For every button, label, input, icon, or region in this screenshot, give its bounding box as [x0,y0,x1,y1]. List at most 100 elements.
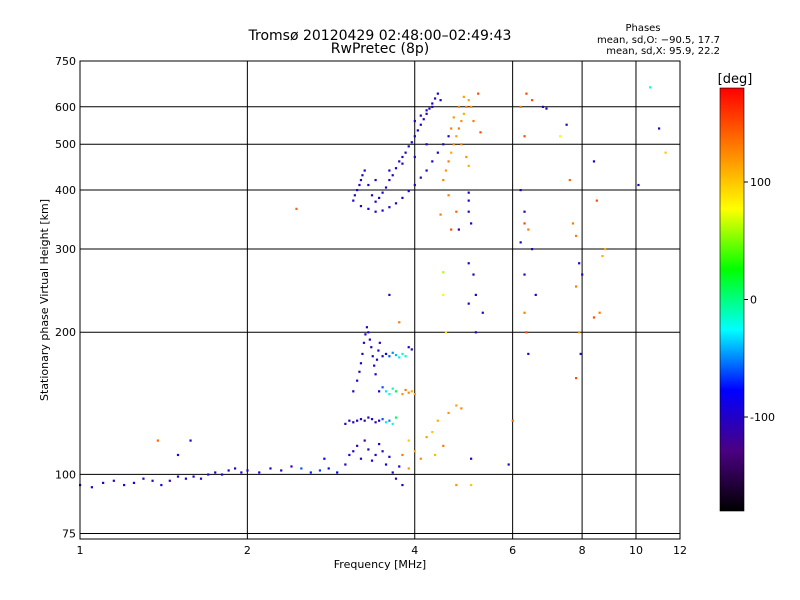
data-point [388,419,391,422]
data-point [470,105,473,108]
data-point [132,481,136,485]
data-point [359,204,363,208]
colorbar-label: [deg] [718,72,753,87]
data-point [447,135,450,138]
data-point [527,352,530,356]
plot-area [79,60,681,540]
data-point [398,321,401,324]
colorbar-tick-label: 0 [750,294,757,307]
data-point [462,95,465,98]
data-point [534,293,537,296]
data-point [523,222,526,225]
data-point [407,190,410,193]
data-point [447,194,450,197]
data-point [467,99,470,102]
data-point [450,228,453,231]
data-point [401,155,404,159]
data-point [649,86,652,89]
data-point [474,331,477,334]
y-tick-label: 100 [55,468,76,481]
data-point [571,222,575,225]
data-point [413,450,416,453]
data-point [558,135,562,138]
data-point [353,194,356,197]
data-point [373,364,376,367]
data-point [457,127,460,130]
data-point [388,455,391,458]
data-point [381,191,384,194]
data-point [442,444,445,447]
stats-line-o: mean, sd,O: −90.5, 17.7 [597,35,720,46]
y-axis-label: Stationary phase Virtual Height [km] [38,199,51,401]
data-point [388,169,391,172]
data-point [470,222,473,225]
data-point [457,228,460,231]
data-point [378,341,381,344]
data-point [358,183,361,187]
data-point [388,206,391,209]
data-point [184,477,188,480]
data-point [388,293,391,296]
data-point [112,479,115,482]
data-point [579,352,582,356]
data-point [425,112,428,115]
data-point [368,338,371,341]
data-point [431,430,434,434]
data-point [394,202,398,205]
x-tick-label: 4 [411,544,418,557]
data-point [371,355,374,358]
data-point [374,210,377,213]
data-point [439,213,442,216]
data-point [581,273,584,276]
data-point [370,459,374,462]
data-point [367,207,370,210]
data-point [300,467,303,470]
data-point [151,479,154,482]
y-tick-label: 75 [62,527,76,540]
data-point [348,453,351,457]
data-point [419,123,422,126]
data-point [431,102,434,105]
data-point [377,349,380,352]
data-point [519,105,522,108]
data-point [374,373,377,376]
data-point [168,479,171,482]
data-point [419,114,422,117]
data-point [436,419,439,422]
data-point [363,169,366,172]
data-point [363,419,366,422]
data-point [467,262,470,265]
data-point [431,160,434,163]
data-point [352,390,355,393]
x-tick-label: 6 [509,544,516,557]
data-point [470,457,473,460]
data-point [388,355,391,358]
data-point [467,210,470,213]
data-point [450,127,453,130]
data-point [436,92,439,95]
data-point [637,183,640,187]
data-point [419,457,422,460]
data-point [444,331,448,334]
data-point [367,416,370,419]
stats-line-x: mean, sd,X: 95.9, 22.2 [606,46,720,57]
data-point [398,356,401,359]
data-point [428,107,431,110]
data-point [425,143,428,146]
y-axis: 75 100 200 300 400 500 600 750 [55,55,76,540]
data-point [370,418,374,421]
data-point [578,262,581,265]
data-point [394,390,398,393]
data-point [511,419,514,422]
data-point [433,97,437,100]
data-point [425,169,428,172]
x-axis: 1 2 4 6 8 10 12 [77,544,688,557]
data-point [361,352,364,356]
data-point [465,155,468,159]
data-point [207,473,210,476]
data-point [318,469,322,472]
data-point [391,471,394,474]
data-point [413,183,416,187]
data-point [598,311,601,314]
data-point [336,471,339,474]
